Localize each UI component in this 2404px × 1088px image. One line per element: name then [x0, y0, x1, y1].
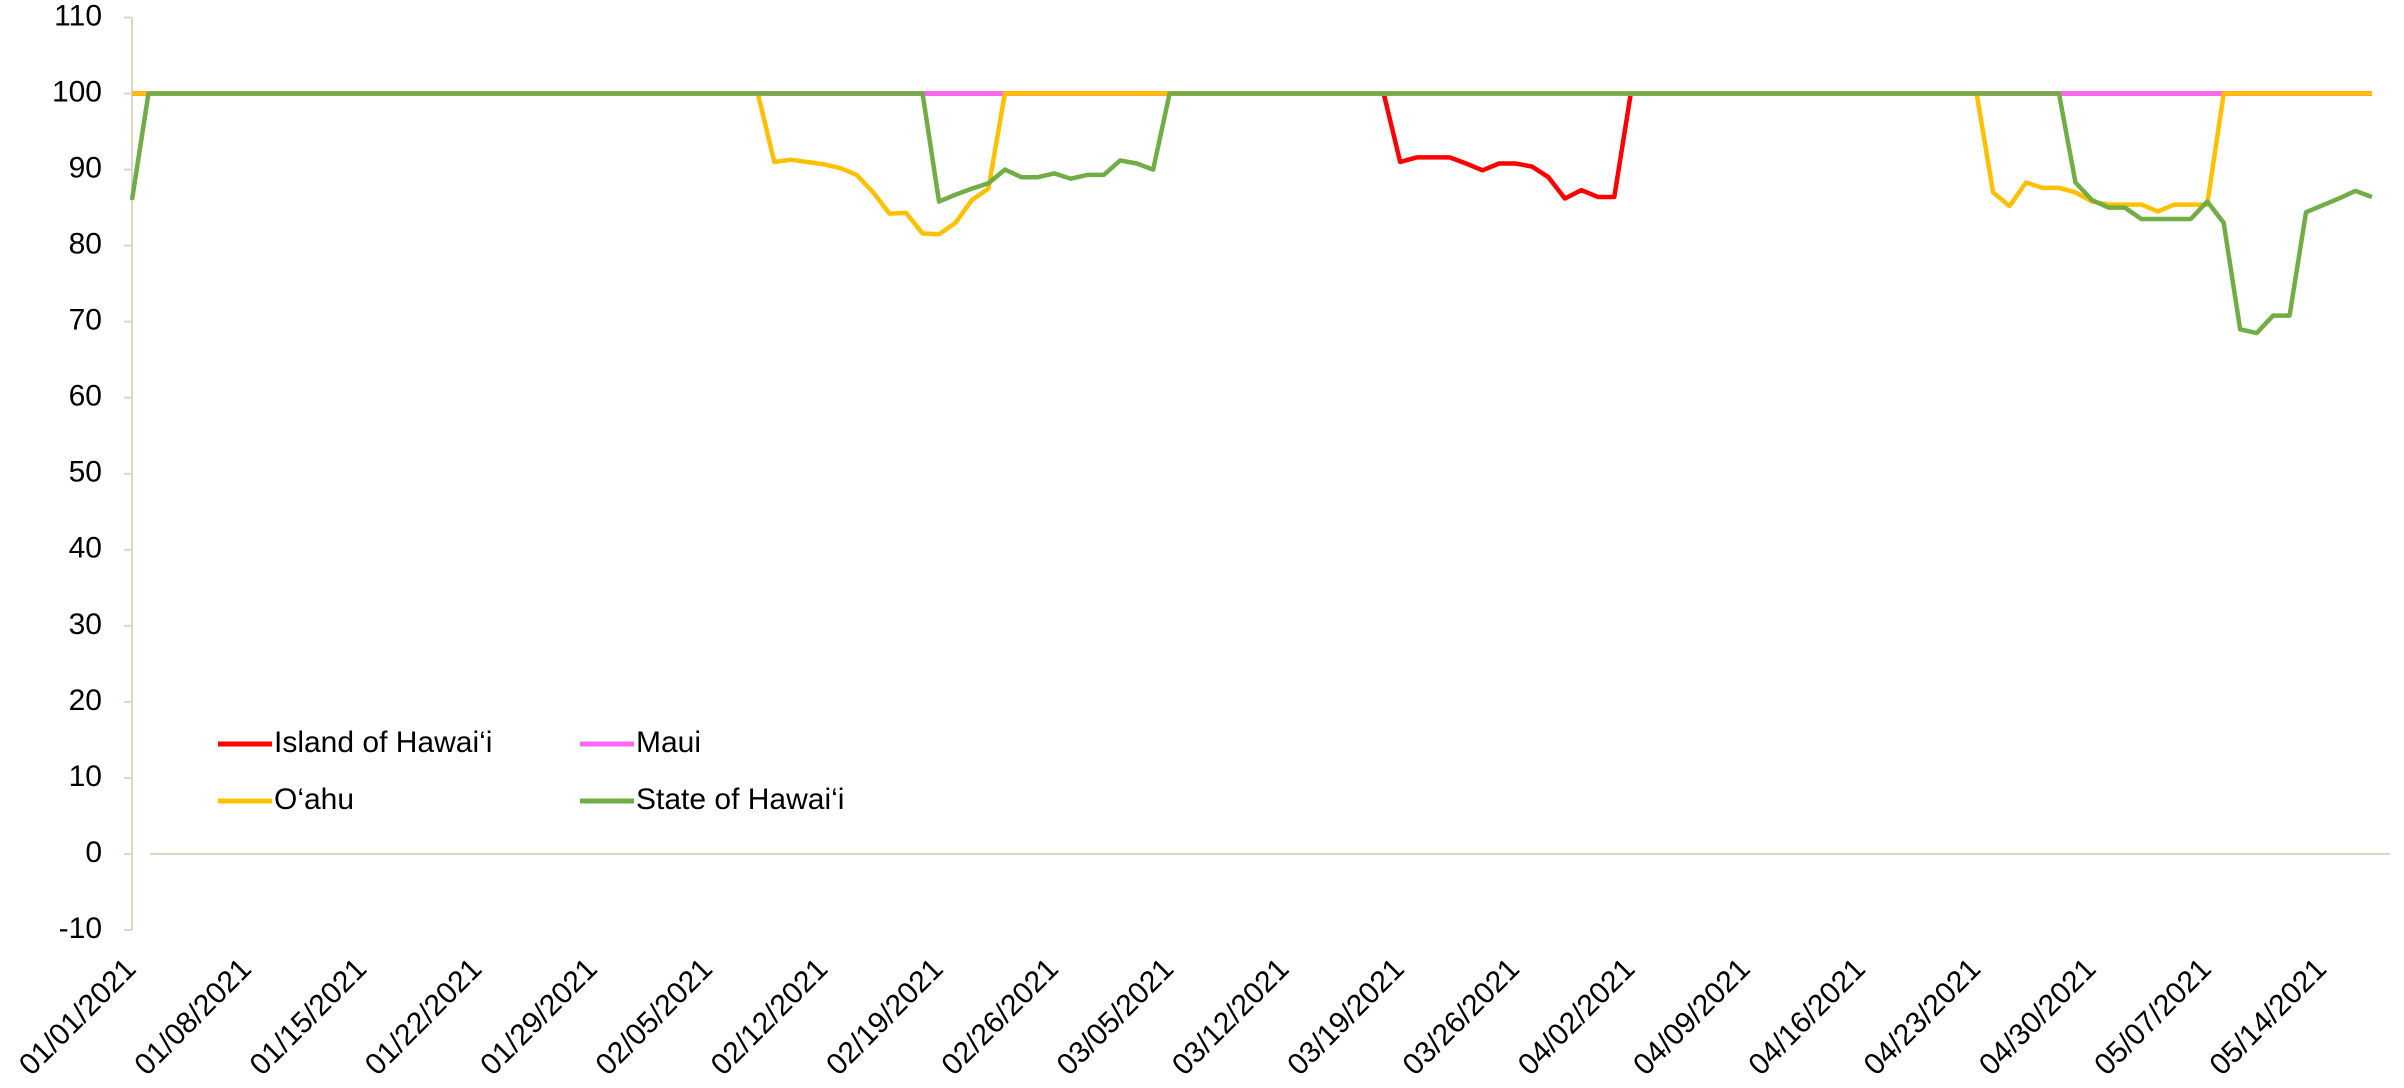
y-tick-label: 60	[69, 380, 102, 413]
y-tick-label: 50	[69, 456, 102, 489]
y-tick-label: 20	[69, 684, 102, 717]
y-tick-label: 30	[69, 608, 102, 641]
series-line	[132, 91, 2372, 237]
legend-label: O‘ahu	[274, 783, 354, 816]
x-tick-label: 02/26/2021	[935, 952, 1065, 1082]
x-tick-label: 02/05/2021	[589, 952, 719, 1082]
x-tick-label: 01/29/2021	[474, 952, 604, 1082]
y-tick-label: 10	[69, 760, 102, 793]
y-tick-label: 100	[52, 75, 102, 108]
x-tick-label: 04/09/2021	[1627, 952, 1757, 1082]
y-tick-label: 90	[69, 152, 102, 185]
x-tick-label: 03/26/2021	[1397, 952, 1527, 1082]
x-tick-label: 04/02/2021	[1512, 952, 1642, 1082]
y-tick-label: 70	[69, 304, 102, 337]
y-tick-label: 40	[69, 532, 102, 565]
x-tick-label: 03/19/2021	[1281, 952, 1411, 1082]
legend-label: Maui	[636, 726, 701, 759]
y-tick-label: -10	[59, 912, 102, 945]
x-tick-label: 05/07/2021	[2088, 952, 2218, 1082]
series-line	[129, 91, 2373, 336]
x-tick-label: 05/14/2021	[2204, 952, 2334, 1082]
x-tick-label: 04/16/2021	[1742, 952, 1872, 1082]
x-tick-label: 03/05/2021	[1051, 952, 1181, 1082]
y-tick-label: 0	[85, 836, 102, 869]
legend-label: State of Hawai‘i	[636, 783, 844, 816]
x-tick-label: 01/22/2021	[359, 952, 489, 1082]
x-tick-label: 02/19/2021	[820, 952, 950, 1082]
x-tick-label: 02/12/2021	[705, 952, 835, 1082]
series-line	[132, 91, 2372, 201]
x-tick-label: 04/30/2021	[1973, 952, 2103, 1082]
x-tick-label: 03/12/2021	[1166, 952, 1296, 1082]
legend-label: Island of Hawai‘i	[274, 726, 492, 759]
y-tick-label: 110	[54, 0, 102, 32]
y-tick-label: 80	[69, 228, 102, 261]
x-tick-label: 01/15/2021	[244, 952, 374, 1082]
x-tick-label: 01/01/2021	[13, 952, 143, 1082]
x-tick-label: 01/08/2021	[128, 952, 258, 1082]
x-tick-label: 04/23/2021	[1858, 952, 1988, 1082]
